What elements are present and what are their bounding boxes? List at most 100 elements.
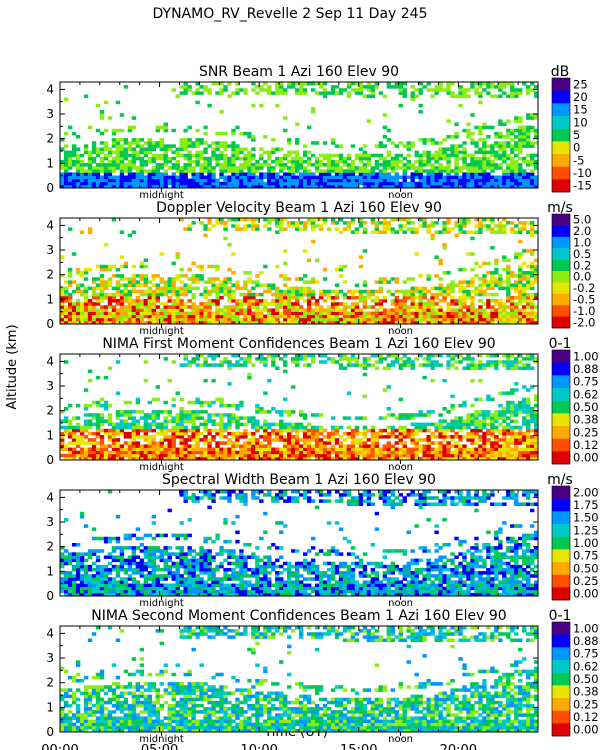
y-tick-label: 1 <box>46 700 54 714</box>
colorbar-label: 0.2 <box>573 258 591 272</box>
colorbar-label: 0.88 <box>573 362 599 376</box>
x-tick-label: 15:00 <box>340 743 377 750</box>
colorbar-label: 0.62 <box>573 387 599 401</box>
heatmap-field <box>60 218 539 325</box>
colorbar-label: 10 <box>573 115 588 129</box>
colorbar-label: 0.75 <box>573 549 599 563</box>
colorbar-label: 0.50 <box>573 400 599 414</box>
panel-4: Spectral Width Beam 1 Azi 160 Elev 90 0 1 2… <box>46 472 598 609</box>
y-tick-label: 3 <box>46 243 54 257</box>
unit-label: 0-1 <box>549 336 572 352</box>
heatmap-field <box>60 354 539 461</box>
y-tick-label: 4 <box>46 218 54 232</box>
x-tick-label: 10:00 <box>240 743 277 750</box>
heatmap-field <box>60 490 539 597</box>
colorbar-label: 0.12 <box>573 438 599 452</box>
colorbar-label: 0.00 <box>573 723 599 737</box>
panel-1: SNR Beam 1 Azi 160 Elev 90 0 1 2 3 4 midnight n… <box>46 64 591 201</box>
y-tick-label: 0 <box>46 181 54 195</box>
x-tick-label: 05:00 <box>141 743 178 750</box>
panel-title: NIMA First Moment Confidences Beam 1 Azi… <box>102 336 495 352</box>
colorbar-label: -0.2 <box>573 281 595 295</box>
colorbar-label: 0.50 <box>573 672 599 686</box>
y-tick-label: 2 <box>46 540 54 554</box>
colorbar-label: 2.00 <box>573 485 599 499</box>
colorbar-label: 2.0 <box>573 224 591 238</box>
y-tick-label: 0 <box>46 725 54 739</box>
time-marker-midnight: midnight <box>139 462 184 473</box>
colorbar: 2.001.751.501.251.000.750.500.250.00 <box>551 485 599 601</box>
y-tick-label: 2 <box>46 404 54 418</box>
panel-2: Doppler Velocity Beam 1 Azi 160 Elev 90 0… <box>46 200 595 337</box>
unit-label: m/s <box>547 200 573 216</box>
colorbar-label: 0.12 <box>573 710 599 724</box>
y-axis-label: Altitude (km) <box>5 324 20 409</box>
colorbar-label: 5.0 <box>573 213 591 227</box>
y-tick-label: 1 <box>46 156 54 170</box>
x-tick-label: 00:00 <box>41 743 78 750</box>
y-tick-label: 2 <box>46 132 54 146</box>
colorbar-label: 0.75 <box>573 647 599 661</box>
colorbar-label: 15 <box>573 103 588 117</box>
y-tick-label: 2 <box>46 268 54 282</box>
y-tick-label: 1 <box>46 428 54 442</box>
colorbar-label: 0.38 <box>573 413 599 427</box>
time-marker-midnight: midnight <box>139 598 184 609</box>
panel-title: Doppler Velocity Beam 1 Azi 160 Elev 90 <box>156 200 442 216</box>
unit-label: dB <box>551 64 570 80</box>
colorbar-label: -5 <box>573 153 584 167</box>
unit-label: m/s <box>547 472 573 488</box>
colorbar: 5.02.01.00.50.20.0-0.2-0.5-1.0-2.0 <box>551 213 595 329</box>
colorbar-label: 0.38 <box>573 685 599 699</box>
heatmap-field <box>60 82 539 189</box>
colorbar-label: 1.50 <box>573 511 599 525</box>
colorbar-label: 1.75 <box>573 498 599 512</box>
y-tick-label: 4 <box>46 82 54 96</box>
colorbar-label: 1.00 <box>573 349 599 363</box>
x-tick-label: 20:00 <box>440 743 477 750</box>
y-tick-label: 1 <box>46 292 54 306</box>
colorbar-label: -1.0 <box>573 304 595 318</box>
y-tick-label: 4 <box>46 490 54 504</box>
y-tick-label: 0 <box>46 317 54 331</box>
colorbar-label: 0.50 <box>573 561 599 575</box>
colorbar-label: 0.00 <box>573 587 599 601</box>
colorbar-label: 0.75 <box>573 375 599 389</box>
y-tick-label: 3 <box>46 379 54 393</box>
panel-3: NIMA First Moment Confidences Beam 1 Azi… <box>46 336 598 473</box>
colorbar-label: 1.25 <box>573 523 599 537</box>
colorbar-label: 25 <box>573 77 588 91</box>
figure-title: DYNAMO_RV_Revelle 2 Sep 11 Day 245 <box>153 6 428 22</box>
time-marker-midnight: midnight <box>139 326 184 337</box>
colorbar-label: 0.25 <box>573 697 599 711</box>
time-marker-noon: noon <box>388 190 413 201</box>
time-marker-midnight: midnight <box>139 190 184 201</box>
time-marker-noon: noon <box>388 598 413 609</box>
y-tick-label: 1 <box>46 564 54 578</box>
colorbar-label: -10 <box>573 166 592 180</box>
colorbar-label: -2.0 <box>573 315 595 329</box>
colorbar-label: 5 <box>573 128 580 142</box>
colorbar: 1.000.880.750.620.500.380.250.120.00 <box>551 349 599 465</box>
heatmap-field <box>60 626 539 733</box>
unit-label: 0-1 <box>549 608 572 624</box>
panel-title: NIMA Second Moment Confidences Beam 1 Az… <box>91 608 506 624</box>
colorbar-label: 0.25 <box>573 425 599 439</box>
colorbar-label: -15 <box>573 179 592 193</box>
y-tick-label: 3 <box>46 651 54 665</box>
time-marker-midnight: midnight <box>139 734 184 745</box>
panel-5: NIMA Second Moment Confidences Beam 1 Az… <box>46 608 598 745</box>
time-marker-noon: noon <box>388 734 413 745</box>
colorbar-label: 20 <box>573 90 588 104</box>
y-tick-label: 2 <box>46 676 54 690</box>
y-tick-label: 3 <box>46 107 54 121</box>
y-tick-label: 0 <box>46 453 54 467</box>
colorbar-label: 0.00 <box>573 451 599 465</box>
colorbar: 1.000.880.750.620.500.380.250.120.00 <box>551 621 599 737</box>
panel-title: SNR Beam 1 Azi 160 Elev 90 <box>199 64 399 80</box>
time-marker-noon: noon <box>388 462 413 473</box>
y-tick-label: 3 <box>46 515 54 529</box>
y-tick-label: 4 <box>46 626 54 640</box>
colorbar-label: 0.62 <box>573 659 599 673</box>
colorbar-label: -0.5 <box>573 293 595 307</box>
